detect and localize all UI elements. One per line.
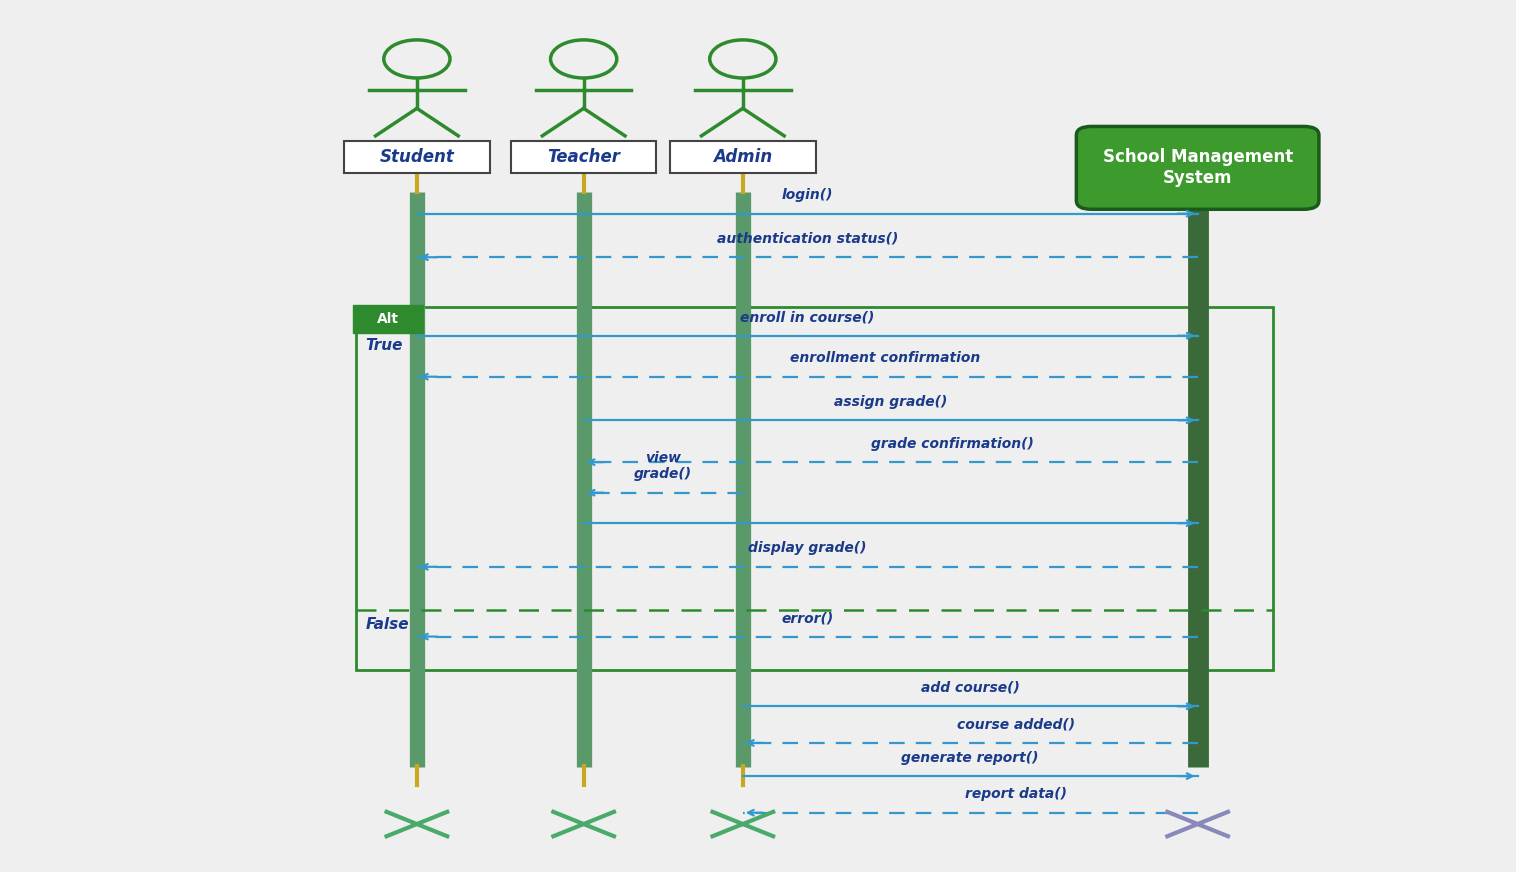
FancyBboxPatch shape	[344, 141, 490, 173]
Text: grade confirmation(): grade confirmation()	[870, 437, 1034, 451]
Text: display grade(): display grade()	[747, 542, 867, 555]
Text: assign grade(): assign grade()	[834, 395, 948, 409]
Text: add course(): add course()	[920, 681, 1020, 695]
Text: authentication status(): authentication status()	[717, 232, 897, 246]
FancyBboxPatch shape	[670, 141, 816, 173]
Text: False: False	[365, 617, 409, 632]
Text: report data(): report data()	[964, 787, 1067, 801]
FancyBboxPatch shape	[1076, 126, 1319, 209]
Text: enroll in course(): enroll in course()	[740, 310, 875, 324]
Text: School Management
System: School Management System	[1102, 148, 1293, 187]
Text: Student: Student	[379, 148, 455, 166]
FancyBboxPatch shape	[511, 141, 656, 173]
Text: course added(): course added()	[957, 718, 1075, 732]
FancyBboxPatch shape	[353, 305, 423, 333]
Text: Teacher: Teacher	[547, 148, 620, 166]
Text: generate report(): generate report()	[902, 751, 1038, 765]
Text: Alt: Alt	[377, 312, 399, 326]
Text: enrollment confirmation: enrollment confirmation	[790, 351, 981, 365]
Text: view
grade(): view grade()	[634, 451, 693, 481]
Text: True: True	[365, 338, 403, 353]
Text: error(): error()	[781, 611, 834, 625]
Text: Admin: Admin	[713, 148, 773, 166]
Text: login(): login()	[782, 188, 832, 202]
